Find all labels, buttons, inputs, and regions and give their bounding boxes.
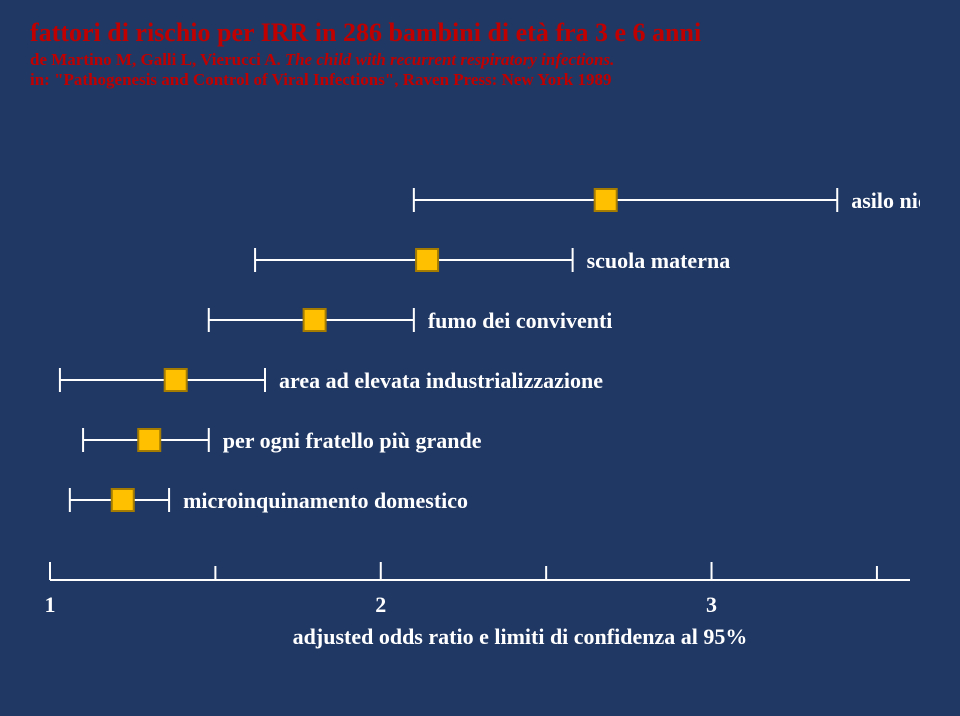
source-line-2: in: "Pathogenesis and Control of Viral I… bbox=[30, 70, 930, 90]
factor-label: fumo dei conviventi bbox=[428, 308, 613, 333]
forest-plot: asilo nido scuola materna fumo dei convive… bbox=[40, 170, 920, 650]
x-tick-label: 2 bbox=[375, 592, 386, 617]
x-axis-caption: adjusted odds ratio e limiti di confiden… bbox=[293, 624, 748, 649]
or-marker bbox=[595, 189, 617, 211]
factor-label: scuola materna bbox=[587, 248, 731, 273]
header: fattori di rischio per IRR in 286 bambin… bbox=[30, 18, 930, 90]
factor-label: area ad elevata industrializzazione bbox=[279, 368, 603, 393]
or-marker bbox=[416, 249, 438, 271]
x-tick-label: 3 bbox=[706, 592, 717, 617]
source-title-italic: The child with recurrent respiratory inf… bbox=[285, 50, 615, 69]
x-tick-label: 1 bbox=[45, 592, 56, 617]
slide-title: fattori di rischio per IRR in 286 bambin… bbox=[30, 18, 930, 48]
factor-label: asilo nido bbox=[851, 188, 920, 213]
forest-plot-svg: asilo nido scuola materna fumo dei convive… bbox=[40, 170, 920, 660]
or-marker bbox=[112, 489, 134, 511]
source-line-1: de Martino M, Galli L, Vierucci A. The c… bbox=[30, 50, 930, 70]
factor-label: per ogni fratello più grande bbox=[223, 428, 482, 453]
or-marker bbox=[165, 369, 187, 391]
or-marker bbox=[138, 429, 160, 451]
or-marker bbox=[304, 309, 326, 331]
source-authors: de Martino M, Galli L, Vierucci A. bbox=[30, 50, 281, 69]
factor-label: microinquinamento domestico bbox=[183, 488, 468, 513]
